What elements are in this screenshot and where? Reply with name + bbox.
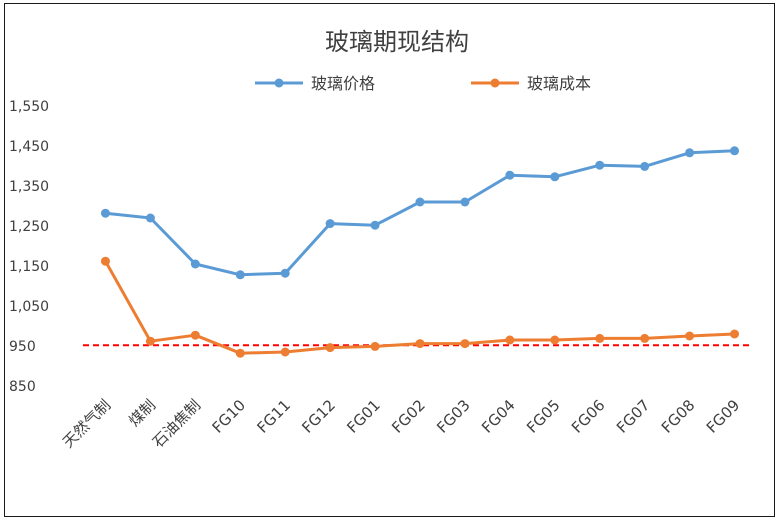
data-point-series-1 <box>325 219 335 229</box>
data-point-series-1 <box>190 259 200 269</box>
data-point-series-1 <box>595 160 605 170</box>
legend-marker-2 <box>490 78 500 88</box>
data-point-series-2 <box>145 336 155 346</box>
data-point-series-1 <box>550 172 560 182</box>
data-point-series-2 <box>685 331 695 341</box>
x-tick-label: 天然气制 <box>59 396 114 451</box>
x-tick-label: FG08 <box>658 396 699 437</box>
data-point-series-2 <box>325 343 335 353</box>
legend-label-1: 玻璃价格 <box>311 74 375 93</box>
y-tick-label: 1,350 <box>9 179 49 195</box>
data-point-series-2 <box>640 333 650 343</box>
chart-svg: 玻璃期现结构 玻璃价格 玻璃成本 850 950 1,050 1,150 1,250 1,3… <box>9 28 751 451</box>
x-tick-label: FG11 <box>253 396 294 437</box>
data-point-series-2 <box>595 333 605 343</box>
x-tick-label: FG01 <box>343 396 384 437</box>
data-point-series-1 <box>505 170 515 180</box>
x-tick-label: 石油焦制 <box>149 396 204 451</box>
data-point-series-1 <box>730 146 740 156</box>
data-point-series-1 <box>460 197 470 207</box>
y-tick-label: 850 <box>9 379 36 395</box>
data-point-series-1 <box>640 161 650 171</box>
x-tick-label: 煤制 <box>125 396 159 430</box>
y-axis: 850 950 1,050 1,150 1,250 1,350 1,450 1,550 <box>9 99 49 395</box>
x-tick-label: FG09 <box>703 396 744 437</box>
data-point-series-2 <box>415 339 425 349</box>
data-point-series-2 <box>235 348 245 358</box>
data-point-series-1 <box>370 220 380 230</box>
x-tick-label: FG07 <box>613 396 654 437</box>
data-point-series-1 <box>145 213 155 223</box>
data-point-series-2 <box>730 329 740 339</box>
data-point-series-2 <box>505 335 515 345</box>
data-point-series-1 <box>235 270 245 280</box>
data-point-series-1 <box>685 148 695 158</box>
x-tick-label: FG03 <box>433 396 474 437</box>
y-tick-label: 1,550 <box>9 99 49 115</box>
data-point-series-1 <box>280 268 290 278</box>
x-tick-label: FG05 <box>523 396 564 437</box>
chart-frame: 玻璃期现结构 玻璃价格 玻璃成本 850 950 1,050 1,150 1,250 1,3… <box>4 3 775 517</box>
legend-marker-1 <box>274 78 284 88</box>
y-tick-label: 1,250 <box>9 219 49 235</box>
legend: 玻璃价格 玻璃成本 <box>255 74 591 93</box>
data-point-series-1 <box>100 208 110 218</box>
x-tick-label: FG02 <box>388 396 429 437</box>
data-point-series-2 <box>100 256 110 266</box>
x-tick-label: FG06 <box>568 396 609 437</box>
y-tick-label: 950 <box>9 339 36 355</box>
series-line-1 <box>105 149 735 277</box>
x-tick-label: FG12 <box>298 396 339 437</box>
data-point-series-1 <box>415 197 425 207</box>
series-group <box>100 146 740 358</box>
data-point-series-2 <box>460 339 470 349</box>
chart-title: 玻璃期现结构 <box>325 28 469 56</box>
x-tick-label: FG10 <box>209 396 250 437</box>
data-point-series-2 <box>370 341 380 351</box>
x-tick-label: FG04 <box>478 396 519 437</box>
y-tick-label: 1,450 <box>9 139 49 155</box>
legend-label-2: 玻璃成本 <box>527 74 591 93</box>
data-point-series-2 <box>280 347 290 357</box>
y-tick-label: 1,050 <box>9 299 49 315</box>
data-point-series-2 <box>190 330 200 340</box>
data-point-series-2 <box>550 335 560 345</box>
y-tick-label: 1,150 <box>9 259 49 275</box>
